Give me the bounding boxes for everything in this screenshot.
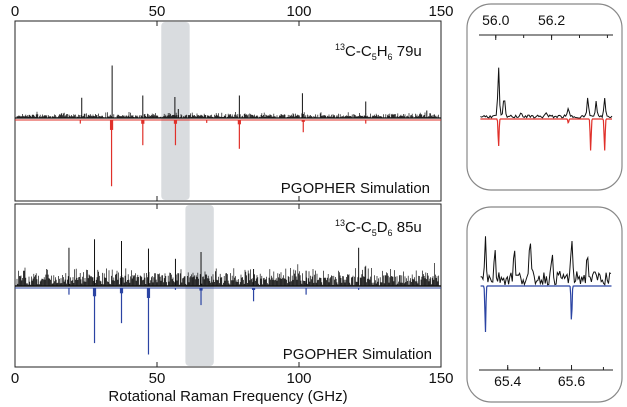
top-inset-simulated [480,118,612,151]
bottom-panel: 0 50 100 150 13C-C5D6 85u PGOPHER Simulatio… [11,203,454,387]
inset-tick-label: 65.6 [558,373,585,389]
top-inset-experimental [480,67,613,119]
simulated-peak-cluster [199,288,203,291]
tick-label: 100 [286,370,311,387]
tick-label: 100 [286,3,311,20]
inset-tick-label: 56.2 [538,12,565,28]
bottom-axis-ticks: 0 50 100 150 [11,204,454,387]
simulated-peak-cluster [119,288,124,294]
top-simulation-label: PGOPHER Simulation [281,180,430,197]
inset-tick-label: 56.0 [482,12,509,28]
inset-simulated-trace [480,285,612,333]
label-sub1: 5 [372,52,377,62]
inset-tick-label: 65.4 [494,373,521,389]
bottom-experimental-peaks [68,239,360,286]
bottom-inset-simulated [480,285,612,333]
simulated-peak-cluster [251,288,256,290]
simulated-peak-cluster [301,120,305,122]
label-sup: 13 [335,42,345,52]
bottom-species-label: 13C-C5D6 85u [335,218,422,238]
label-sub2: 6 [388,228,393,238]
simulated-peak-cluster [109,120,114,130]
label-tail: 85u [393,219,422,236]
label-sup: 13 [335,218,345,228]
top-inset: 56.0 56.2 [466,3,623,191]
tick-label: 0 [11,370,19,387]
simulated-peak-cluster [237,120,241,125]
top-species-label: 13C-C5H6 79u [335,42,422,62]
bottom-inset: 65.4 65.6 [466,206,623,403]
tick-label: 50 [149,3,166,20]
label-mid2: H [377,43,388,60]
label-tail: 79u [393,43,422,60]
inset-experimental-trace [480,236,612,287]
noise-trace [16,263,439,286]
bottom-inset-frame [466,206,623,403]
simulated-peak-cluster [173,120,178,124]
top-inset-frame [466,3,623,191]
bottom-inset-axis: 65.4 65.6 [479,365,613,389]
tick-label: 150 [428,370,453,387]
top-experimental-peaks [81,65,428,118]
noise-trace [16,111,439,118]
bottom-inset-experimental [480,236,612,287]
simulated-peak-cluster [92,288,97,297]
label-mid: C-C [345,219,372,236]
top-simulated-peaks [79,120,367,187]
top-highlight-band [161,22,190,200]
tick-label: 0 [11,3,19,20]
label-mid2: D [377,219,388,236]
inset-experimental-trace [480,67,613,119]
bottom-simulation-label: PGOPHER Simulation [283,346,432,363]
label-mid: C-C [345,43,372,60]
label-sub2: 6 [388,52,393,62]
bottom-simulated-peaks [68,288,360,355]
tick-label: 50 [149,370,166,387]
simulated-peak-cluster [141,120,145,124]
simulated-peak-cluster [146,288,151,298]
top-panel-frame [14,20,442,202]
top-noise [16,111,439,118]
tick-label: 150 [428,3,453,20]
top-inset-axis: 56.0 56.2 [479,12,613,40]
top-panel: 0 50 100 150 13C-C5H6 79u PGOPHER Simulatio… [11,3,454,202]
bottom-noise [16,263,439,286]
inset-simulated-trace [480,118,612,151]
x-axis-label: Rotational Raman Frequency (GHz) [108,388,347,405]
top-axis-ticks: 0 50 100 150 [11,3,454,201]
label-sub1: 5 [372,228,377,238]
